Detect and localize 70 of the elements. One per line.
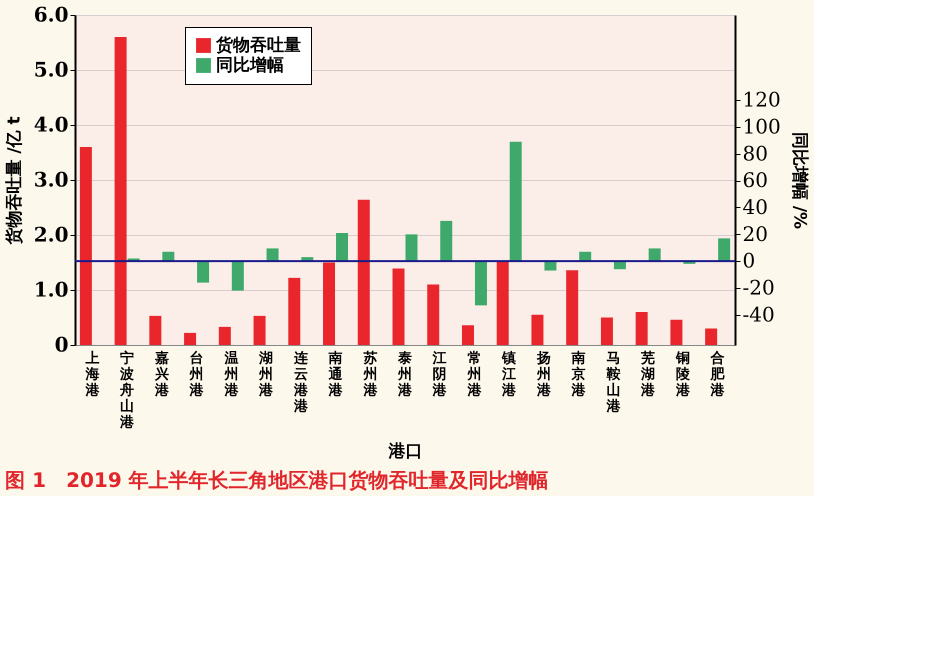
x-tick-label: 扬州港 bbox=[536, 350, 552, 398]
y-tick-label: 3.0 bbox=[34, 168, 68, 192]
x-tick-label: 江阴港 bbox=[432, 350, 448, 398]
bar bbox=[288, 278, 300, 345]
bar bbox=[406, 234, 418, 262]
x-tick-label: 宁波舟山港 bbox=[119, 350, 136, 430]
y-tick-label: 4.0 bbox=[34, 112, 68, 136]
bar bbox=[149, 316, 162, 345]
x-tick-label: 温州港 bbox=[223, 350, 240, 398]
y2-tick-label: -20 bbox=[742, 275, 775, 300]
bar bbox=[114, 37, 127, 345]
x-tick-label: 南京港 bbox=[570, 350, 587, 398]
bar bbox=[462, 325, 474, 345]
y-tick-label: 0 bbox=[54, 332, 68, 356]
bar bbox=[197, 261, 210, 283]
x-tick-label: 连云港港 bbox=[292, 350, 309, 414]
y2-tick-label: 20 bbox=[742, 222, 768, 246]
bar bbox=[392, 268, 404, 345]
bar bbox=[336, 232, 348, 262]
bar bbox=[184, 332, 196, 345]
bar bbox=[648, 248, 661, 262]
x-tick-label: 镇江港 bbox=[501, 350, 518, 398]
bar bbox=[323, 262, 336, 345]
bar bbox=[254, 316, 266, 345]
bar bbox=[705, 328, 718, 345]
x-tick-label: 南通港 bbox=[328, 350, 344, 398]
x-tick-label: 苏州港 bbox=[362, 350, 378, 398]
bar bbox=[440, 220, 452, 262]
text: 图 1 2019 年上半年长三角地区港口货物吞吐量及同比增幅 bbox=[5, 468, 549, 492]
y-tick-label: 1.0 bbox=[34, 278, 68, 302]
bar bbox=[531, 314, 544, 345]
y-tick-label: 5.0 bbox=[34, 58, 68, 82]
y2-tick-label: 60 bbox=[742, 168, 768, 192]
x-tick-label: 台州港 bbox=[188, 350, 205, 398]
y2-axis-title: 同比增幅 /% bbox=[790, 132, 810, 230]
x-tick-label: 芜湖港 bbox=[640, 350, 656, 398]
bar bbox=[496, 261, 509, 345]
bar bbox=[636, 312, 648, 345]
x-tick-label: 上海港 bbox=[84, 350, 100, 398]
y2-tick-label: -40 bbox=[742, 302, 775, 326]
x-tick-label: 泰州港 bbox=[397, 350, 413, 398]
y2-tick-label: 80 bbox=[742, 141, 768, 166]
x-axis-title: 港口 bbox=[388, 442, 422, 462]
bar bbox=[474, 261, 487, 306]
y-tick-label: 2.0 bbox=[34, 222, 68, 246]
bar bbox=[232, 261, 244, 291]
bar bbox=[600, 318, 613, 345]
x-tick-label: 马鞍山港 bbox=[605, 350, 622, 414]
y2-tick-label: 40 bbox=[742, 195, 768, 219]
x-tick-label: 常州港 bbox=[466, 350, 482, 398]
y-tick-label: 6.0 bbox=[34, 2, 68, 26]
bar bbox=[218, 326, 231, 345]
bar bbox=[358, 200, 370, 345]
bar bbox=[566, 270, 578, 345]
y-axis-title: 货物吞吐量 /亿 t bbox=[4, 116, 25, 246]
x-tick-label: 合肥港 bbox=[710, 350, 726, 398]
legend-label: 货物吞吐量 bbox=[215, 36, 301, 56]
y2-tick-label: 120 bbox=[742, 88, 781, 112]
bar bbox=[427, 284, 440, 345]
bar bbox=[80, 147, 92, 345]
x-tick-label: 嘉兴港 bbox=[154, 350, 170, 398]
x-tick-label: 铜陵港 bbox=[674, 350, 691, 398]
bar bbox=[718, 238, 730, 262]
bar bbox=[670, 320, 682, 345]
bar bbox=[510, 142, 522, 262]
bar bbox=[266, 248, 279, 262]
x-tick-label: 湖州港 bbox=[258, 350, 274, 398]
y2-tick-label: 100 bbox=[742, 114, 781, 139]
legend-label: 同比增幅 bbox=[216, 56, 284, 76]
y2-tick-label: 0 bbox=[742, 248, 756, 273]
